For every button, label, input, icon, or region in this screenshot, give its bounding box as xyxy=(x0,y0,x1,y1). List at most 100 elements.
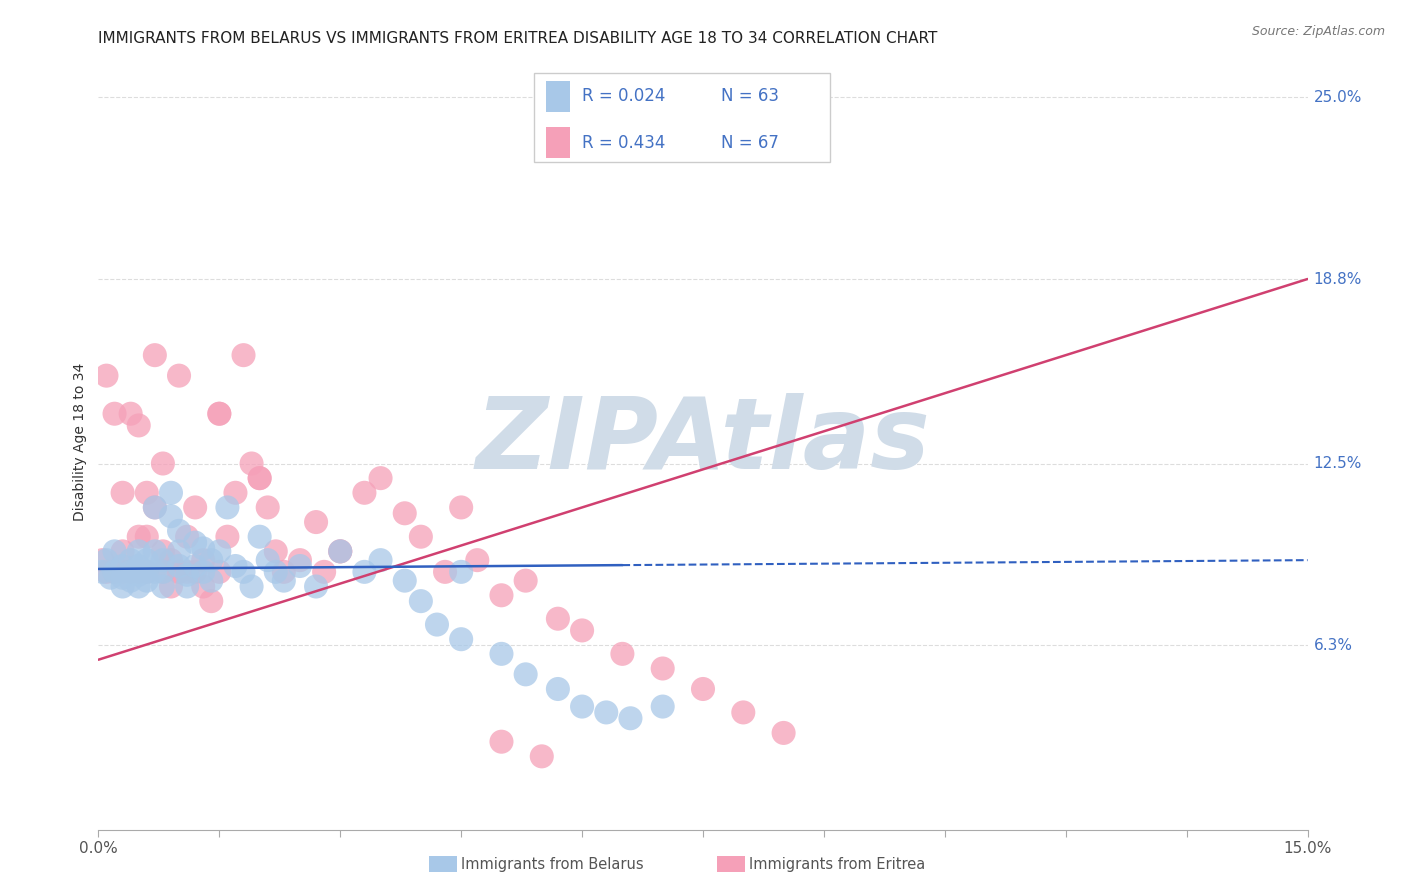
Point xyxy=(370,471,392,485)
Point xyxy=(547,612,569,626)
Point xyxy=(167,559,190,574)
Point xyxy=(426,617,449,632)
Point xyxy=(273,574,295,588)
Point xyxy=(224,559,246,574)
Point xyxy=(193,553,215,567)
Point xyxy=(152,565,174,579)
Point xyxy=(465,553,488,567)
Point xyxy=(772,726,794,740)
Point xyxy=(128,544,150,558)
Text: ZIPAtlas: ZIPAtlas xyxy=(475,393,931,490)
Point xyxy=(208,407,231,421)
Point xyxy=(152,565,174,579)
Point xyxy=(143,348,166,362)
Point xyxy=(152,553,174,567)
Point xyxy=(329,544,352,558)
Point xyxy=(232,565,254,579)
Point xyxy=(167,368,190,383)
Point xyxy=(224,485,246,500)
Point xyxy=(353,485,375,500)
Point xyxy=(103,544,125,558)
Point xyxy=(135,574,157,588)
Text: 25.0%: 25.0% xyxy=(1313,90,1362,105)
Point xyxy=(128,567,150,582)
Point xyxy=(208,544,231,558)
Point xyxy=(120,553,142,567)
Point xyxy=(491,588,513,602)
Point xyxy=(111,571,134,585)
Point xyxy=(167,544,190,558)
Point xyxy=(434,565,457,579)
Point xyxy=(128,580,150,594)
Point xyxy=(135,530,157,544)
Point xyxy=(217,500,239,515)
Point xyxy=(160,485,183,500)
Text: R = 0.024: R = 0.024 xyxy=(582,87,665,105)
Point xyxy=(128,418,150,433)
Point xyxy=(200,553,222,567)
FancyBboxPatch shape xyxy=(534,73,830,162)
Point xyxy=(160,580,183,594)
Point xyxy=(111,544,134,558)
Point xyxy=(143,500,166,515)
Point xyxy=(450,500,472,515)
Point xyxy=(103,565,125,579)
Point xyxy=(232,348,254,362)
Point xyxy=(120,565,142,579)
Point xyxy=(135,565,157,579)
Point xyxy=(120,574,142,588)
Point xyxy=(370,553,392,567)
Point xyxy=(135,565,157,579)
Point xyxy=(96,368,118,383)
Point xyxy=(547,681,569,696)
Point xyxy=(208,407,231,421)
Point xyxy=(152,457,174,471)
Point xyxy=(595,706,617,720)
Point xyxy=(167,565,190,579)
Point xyxy=(394,506,416,520)
Point xyxy=(128,559,150,574)
Point xyxy=(491,735,513,749)
Point xyxy=(530,749,553,764)
Point xyxy=(491,647,513,661)
Point xyxy=(249,471,271,485)
Point xyxy=(240,457,263,471)
Text: 6.3%: 6.3% xyxy=(1313,638,1353,653)
Point xyxy=(152,580,174,594)
Point xyxy=(571,699,593,714)
Text: Source: ZipAtlas.com: Source: ZipAtlas.com xyxy=(1251,25,1385,38)
Point xyxy=(394,574,416,588)
Point xyxy=(120,407,142,421)
Point xyxy=(184,500,207,515)
Point xyxy=(193,565,215,579)
Point xyxy=(305,580,328,594)
Point xyxy=(305,515,328,529)
Point xyxy=(120,565,142,579)
Point xyxy=(143,565,166,579)
Point xyxy=(111,559,134,574)
Point xyxy=(256,500,278,515)
Point xyxy=(217,530,239,544)
Point xyxy=(176,567,198,582)
Point xyxy=(314,565,336,579)
Point xyxy=(111,565,134,579)
Point xyxy=(135,553,157,567)
Point xyxy=(450,632,472,647)
Point xyxy=(329,544,352,558)
Point xyxy=(619,711,641,725)
Point xyxy=(143,500,166,515)
Text: N = 67: N = 67 xyxy=(721,134,779,152)
Point xyxy=(450,565,472,579)
Text: N = 63: N = 63 xyxy=(721,87,779,105)
Point xyxy=(111,580,134,594)
Point xyxy=(152,544,174,558)
Point xyxy=(193,541,215,556)
Point xyxy=(111,485,134,500)
Point xyxy=(208,565,231,579)
Point xyxy=(200,594,222,608)
Point xyxy=(184,559,207,574)
Point xyxy=(176,565,198,579)
Point xyxy=(651,661,673,675)
Point xyxy=(96,565,118,579)
Point xyxy=(184,535,207,549)
